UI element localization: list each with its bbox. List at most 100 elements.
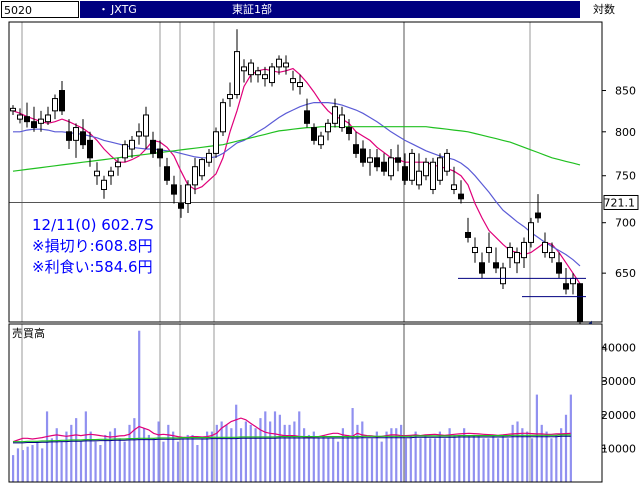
candle	[514, 247, 520, 274]
candle	[528, 217, 534, 248]
volume-bar	[157, 421, 160, 482]
volume-bar	[249, 424, 252, 482]
candle-body	[416, 170, 422, 186]
candle-body	[535, 212, 541, 219]
candle	[444, 149, 450, 176]
volume-tick-label: 40000	[601, 342, 636, 355]
candle-body	[38, 118, 44, 124]
price-grid	[9, 22, 602, 322]
candle-body	[10, 107, 16, 112]
volume-bar	[370, 438, 374, 482]
volume-bar	[356, 424, 359, 482]
volume-bar	[312, 431, 315, 482]
candle	[94, 162, 100, 185]
candle-body	[304, 110, 310, 124]
candle-body	[94, 170, 100, 177]
scale-mode-button[interactable]: 対数	[583, 1, 638, 18]
candle	[486, 232, 492, 263]
candle-body	[227, 94, 233, 100]
volume-bar	[317, 438, 320, 482]
stock-code: 5020	[4, 4, 32, 17]
candle	[346, 119, 352, 141]
volume-bar	[327, 438, 330, 482]
candle	[381, 153, 387, 176]
candle	[430, 157, 436, 195]
info-date-line: 12/11(0) 602.7S	[32, 216, 154, 234]
volume-bar	[215, 424, 218, 482]
price-tick-label: 800	[615, 126, 636, 139]
candle	[304, 98, 310, 128]
candle	[493, 247, 499, 274]
volume-bar	[244, 421, 247, 482]
volume-bar	[535, 394, 538, 482]
candle	[31, 106, 37, 132]
candle-body	[157, 148, 163, 159]
candle-body	[318, 135, 324, 146]
volume-axis-ticks: 10000 20000 30000 40000	[8, 323, 636, 483]
candle-body	[332, 106, 338, 124]
chart-header: 5020 ・ JXTG 東証1部 対数	[0, 0, 639, 20]
candle-body	[45, 114, 51, 123]
volume-bar	[283, 424, 286, 482]
volume-bar	[380, 441, 383, 482]
candle	[563, 267, 569, 295]
candle	[45, 106, 51, 126]
volume-bar	[50, 438, 53, 482]
candle-body	[360, 148, 366, 163]
candle	[66, 119, 72, 150]
info-stop-loss-line: ※損切り:608.8円	[32, 237, 153, 255]
volume-bar	[361, 421, 364, 482]
candle-body	[220, 102, 226, 133]
candle-body	[52, 98, 58, 112]
candle-body	[563, 283, 569, 290]
volume-bar	[443, 438, 446, 482]
candle	[521, 237, 527, 268]
candle-body	[367, 157, 373, 163]
candle-body	[353, 144, 359, 154]
candle-body	[542, 241, 548, 254]
candle	[87, 131, 93, 167]
volume-bar	[351, 408, 354, 482]
candle-body	[458, 193, 464, 200]
volume-bar	[167, 424, 170, 482]
candle	[171, 175, 177, 204]
volume-bar	[298, 411, 301, 482]
stock-symbol: JXTG	[111, 3, 137, 16]
candle-body	[444, 152, 450, 172]
candle	[108, 166, 114, 185]
volume-bar	[458, 434, 461, 482]
candle-body	[59, 90, 65, 112]
candle-body	[472, 246, 478, 254]
volume-bar	[560, 428, 563, 482]
scale-mode-label: 対数	[593, 3, 615, 16]
volume-bar	[79, 441, 83, 482]
candle-body	[521, 241, 527, 259]
volume-bar	[448, 428, 451, 482]
candle	[199, 157, 205, 181]
candle	[213, 127, 219, 158]
volume-bar	[540, 424, 543, 482]
price-ma-long-line	[12, 126, 581, 172]
volume-bar	[254, 428, 257, 482]
candle	[577, 283, 583, 328]
candle	[248, 59, 254, 83]
volume-bar	[530, 438, 534, 482]
trade-info-box: 12/11(0) 602.7S ※損切り:608.8円 ※利食い:584.6円	[32, 216, 154, 276]
volume-bar	[259, 418, 262, 482]
candle-body	[276, 58, 282, 68]
stock-code-field[interactable]: 5020	[1, 1, 79, 18]
candle	[458, 180, 464, 204]
candle-body	[241, 66, 247, 72]
candle-body	[80, 131, 86, 146]
volume-bar	[45, 411, 49, 482]
volume-bar	[220, 421, 223, 482]
volume-bar	[564, 414, 568, 482]
candle-body	[234, 51, 240, 96]
candle-body	[213, 131, 219, 154]
volume-bar	[419, 438, 422, 482]
info-take-profit-line: ※利食い:584.6円	[32, 258, 153, 276]
candle-body	[395, 157, 401, 163]
candle-body	[164, 166, 170, 181]
volume-bar	[36, 441, 39, 482]
